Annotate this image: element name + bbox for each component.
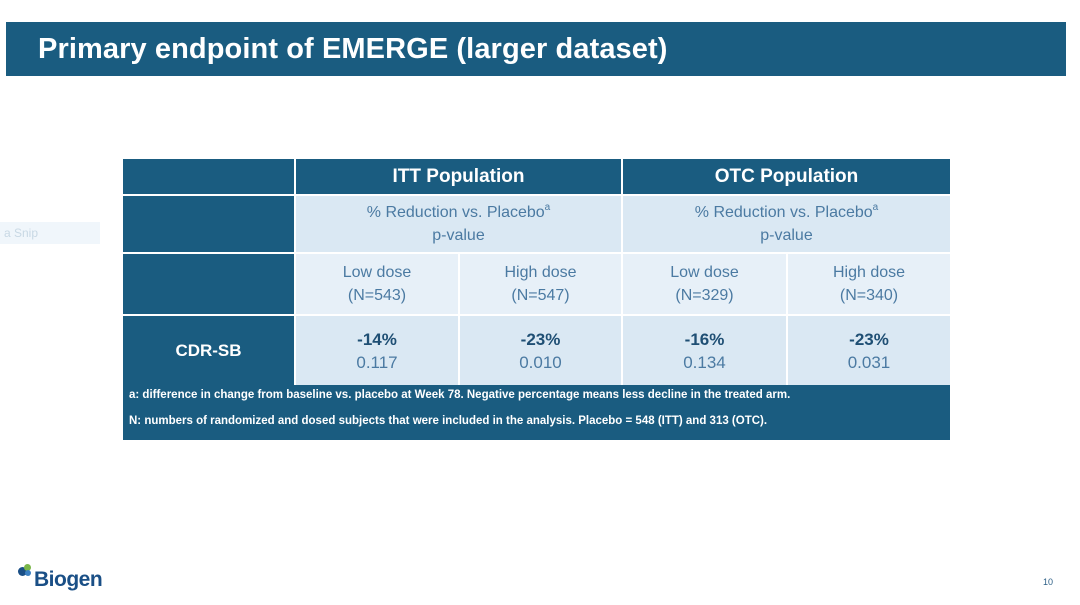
dose-n: (N=329)	[675, 287, 734, 304]
result-cell: -14% 0.117	[296, 316, 458, 385]
metric-line-1: % Reduction vs. Placeboa	[694, 202, 879, 222]
logo-wordmark: Biogen	[34, 568, 103, 591]
dose-group-cell: High dose (N=547)	[460, 254, 621, 314]
result-cell: -23% 0.031	[788, 316, 950, 385]
footnote-n: N: numbers of randomized and dosed subje…	[129, 415, 768, 427]
dose-n: (N=543)	[347, 287, 407, 304]
dose-group-cell: Low dose (N=543)	[296, 254, 458, 314]
dose-label: Low dose	[670, 264, 739, 281]
page-number: 10	[1043, 577, 1054, 587]
percent-reduction: -23%	[849, 329, 889, 349]
otc-metric-header: % Reduction vs. Placeboa p-value	[623, 196, 950, 252]
itt-population-header: ITT Population	[296, 159, 621, 194]
result-cell: -16% 0.134	[623, 316, 786, 385]
logo-mark-icon	[18, 564, 32, 578]
itt-metric-header: % Reduction vs. Placeboa p-value	[296, 196, 621, 252]
dose-group-cell: Low dose (N=329)	[623, 254, 786, 314]
percent-reduction: -23%	[520, 329, 561, 349]
p-value: 0.117	[356, 352, 398, 372]
p-value: 0.134	[683, 352, 726, 372]
p-value: 0.031	[847, 352, 891, 372]
metric-line-2: p-value	[760, 227, 813, 244]
dose-group-cell: High dose (N=340)	[788, 254, 950, 314]
otc-population-header: OTC Population	[623, 159, 950, 194]
metric-line-1: % Reduction vs. Placeboa	[366, 202, 551, 222]
dose-label: Low dose	[342, 264, 412, 281]
p-value: 0.010	[519, 352, 562, 372]
dose-label: High dose	[504, 264, 577, 281]
percent-reduction: -14%	[357, 329, 397, 349]
corner-cell	[123, 159, 294, 194]
metric-line-2: p-value	[432, 227, 485, 244]
footnote-a: a: difference in change from baseline vs…	[129, 389, 791, 401]
biogen-logo: Biogen	[18, 562, 103, 592]
cdr-sb-label: CDR-SB	[123, 316, 294, 385]
dose-label: High dose	[832, 264, 906, 281]
result-cell: -23% 0.010	[460, 316, 621, 385]
slide-title: Primary endpoint of EMERGE (larger datas…	[38, 33, 668, 65]
dose-n: (N=340)	[839, 287, 899, 304]
results-table: ITT Population OTC Population % Reductio…	[123, 159, 950, 440]
title-bar: Primary endpoint of EMERGE (larger datas…	[6, 22, 1066, 76]
row-label-blank-2	[123, 254, 294, 314]
dose-n: (N=547)	[511, 287, 570, 304]
row-label-blank-1	[123, 196, 294, 252]
table-footnotes: a: difference in change from baseline vs…	[123, 385, 950, 440]
snip-ghost-label: a Snip	[0, 222, 100, 244]
percent-reduction: -16%	[684, 329, 725, 349]
